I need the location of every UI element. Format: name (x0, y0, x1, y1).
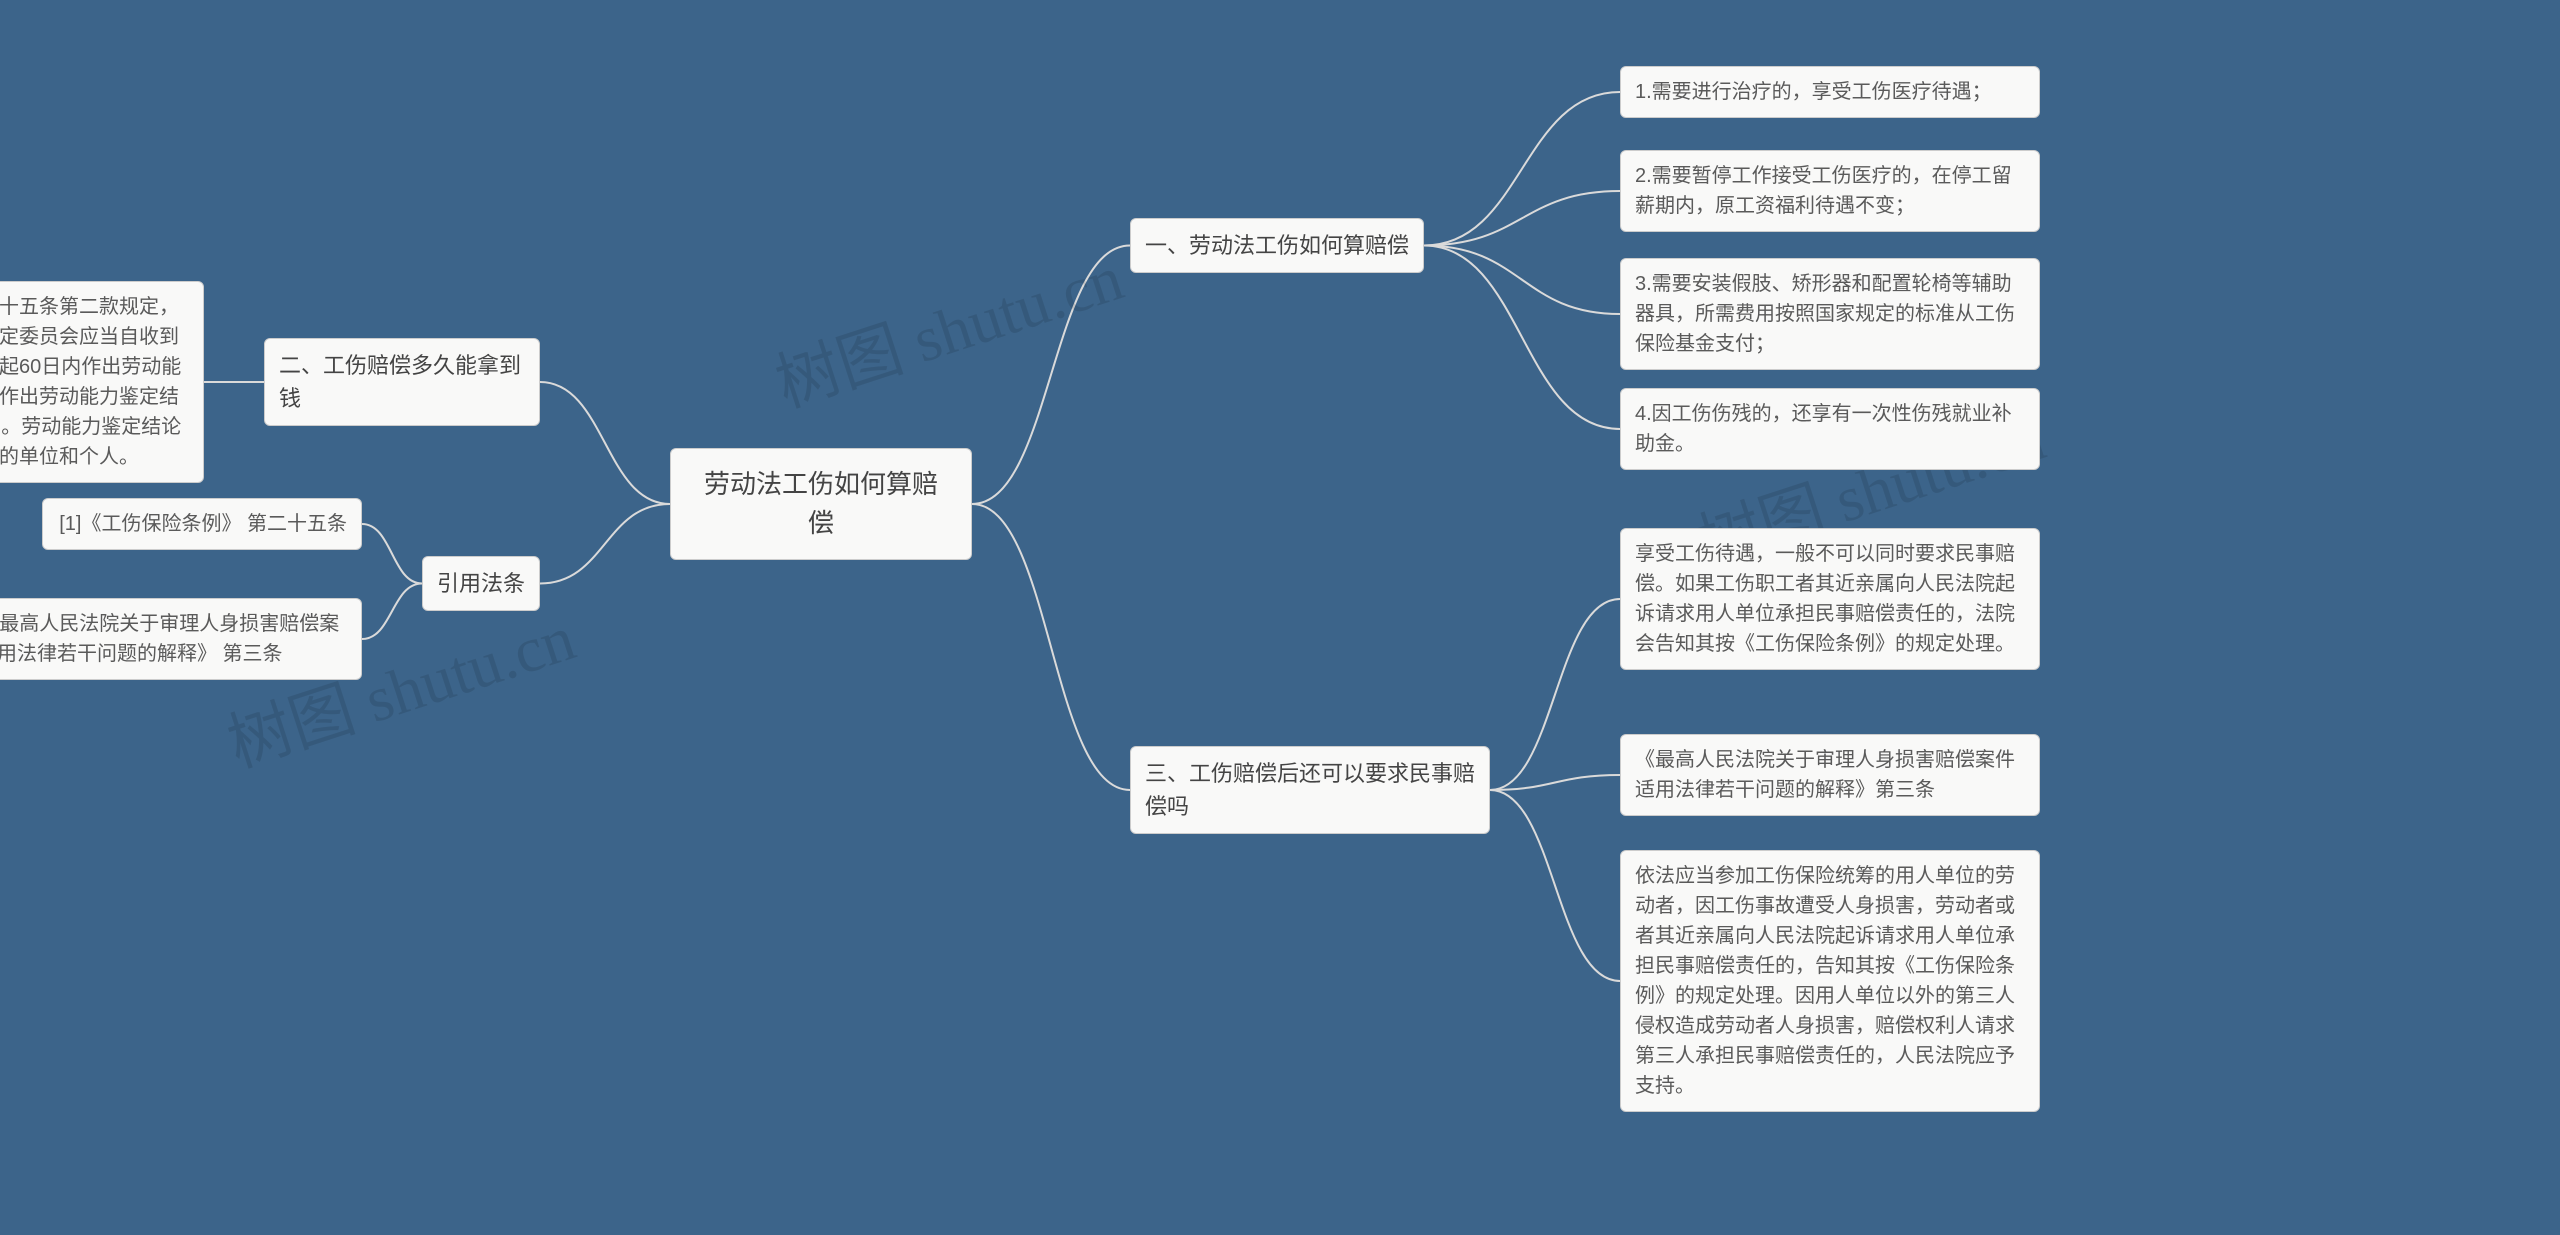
branch-ref-leaf-1: [1]《工伤保险条例》 第二十五条 (42, 498, 362, 550)
branch-1-leaf-1: 1.需要进行治疗的，享受工伤医疗待遇； (1620, 66, 2040, 118)
branch-3[interactable]: 三、工伤赔偿后还可以要求民事赔偿吗 (1130, 746, 1490, 834)
branch-2[interactable]: 二、工伤赔偿多久能拿到钱 (264, 338, 540, 426)
branch-ref[interactable]: 引用法条 (422, 556, 540, 611)
branch-1[interactable]: 一、劳动法工伤如何算赔偿 (1130, 218, 1424, 273)
root-node[interactable]: 劳动法工伤如何算赔偿 (670, 448, 972, 560)
branch-1-leaf-2: 2.需要暂停工作接受工伤医疗的，在停工留薪期内，原工资福利待遇不变； (1620, 150, 2040, 232)
branch-3-leaf-3: 依法应当参加工伤保险统筹的用人单位的劳动者，因工伤事故遭受人身损害，劳动者或者其… (1620, 850, 2040, 1112)
connectors-layer (0, 0, 2560, 1235)
branch-ref-leaf-2: [2]《最高人民法院关于审理人身损害赔偿案件适用法律若干问题的解释》 第三条 (0, 598, 362, 680)
branch-3-leaf-1: 享受工伤待遇，一般不可以同时要求民事赔偿。如果工伤职工者其近亲属向人民法院起诉请… (1620, 528, 2040, 670)
branch-1-leaf-4: 4.因工伤伤残的，还享有一次性伤残就业补助金。 (1620, 388, 2040, 470)
branch-1-leaf-3: 3.需要安装假肢、矫形器和配置轮椅等辅助器具，所需费用按照国家规定的标准从工伤保… (1620, 258, 2040, 370)
branch-2-leaf: 《工伤保险条例》第二十五条第二款规定，设区的市级劳动能力鉴定委员会应当自收到劳动… (0, 281, 204, 483)
branch-3-leaf-2: 《最高人民法院关于审理人身损害赔偿案件适用法律若干问题的解释》第三条 (1620, 734, 2040, 816)
watermark-2: 树图 shutu.cn (763, 227, 1133, 425)
